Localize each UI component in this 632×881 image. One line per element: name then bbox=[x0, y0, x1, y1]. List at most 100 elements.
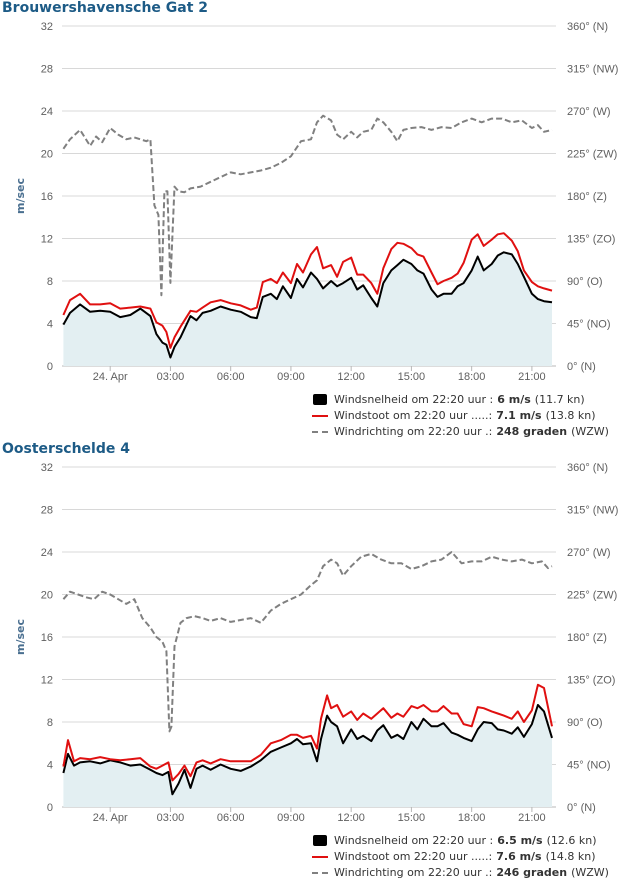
y-tick-label: 24 bbox=[41, 106, 53, 118]
speed-line bbox=[62, 704, 553, 796]
direction-dash-icon bbox=[312, 426, 328, 438]
y2-tick-label: 135° (ZO) bbox=[567, 675, 615, 687]
wind-chart: 0 0° (N) 4 45° (NO) 8 90° (O) 12 135° (ZO) 16 180… bbox=[14, 462, 618, 824]
y2-tick-label: 135° (ZO) bbox=[567, 234, 615, 246]
x-tick-label: 12:00 bbox=[337, 812, 365, 824]
y2-tick-label: 180° (Z) bbox=[567, 632, 607, 644]
speed-area bbox=[63, 705, 553, 807]
legend-item-speed[interactable]: Windsnelheid om 22:20 uur : 6 m/s (11.7 … bbox=[312, 392, 609, 408]
y2-tick-label: 360° (N) bbox=[567, 21, 608, 33]
y2-tick-label: 0° (N) bbox=[567, 361, 596, 373]
legend-extra: (WZW) bbox=[571, 425, 609, 438]
x-tick-label: 03:00 bbox=[157, 812, 185, 824]
legend-label: Windrichting om 22:20 uur .: bbox=[334, 866, 493, 879]
y-tick-label: 16 bbox=[41, 191, 53, 203]
y2-tick-label: 180° (Z) bbox=[567, 191, 607, 203]
y-tick-label: 32 bbox=[41, 462, 53, 474]
y2-tick-label: 45° (NO) bbox=[567, 760, 611, 772]
chart-title: Brouwershavensche Gat 2 bbox=[2, 0, 209, 16]
y2-tick-label: 270° (W) bbox=[567, 106, 611, 118]
direction-line bbox=[62, 551, 553, 733]
x-tick-label: 18:00 bbox=[458, 371, 486, 383]
y-tick-label: 0 bbox=[47, 361, 53, 373]
y-tick-label: 20 bbox=[41, 590, 53, 602]
legend-label: Windsnelheid om 22:20 uur : bbox=[334, 393, 494, 406]
legend-label: Windstoot om 22:20 uur .....: bbox=[334, 850, 493, 863]
y-tick-label: 4 bbox=[47, 760, 53, 772]
y2-tick-label: 315° (NW) bbox=[567, 64, 618, 76]
legend-value: 246 graden bbox=[496, 866, 568, 879]
chart-legend: Windsnelheid om 22:20 uur : 6 m/s (11.7 … bbox=[312, 392, 609, 440]
x-tick-label: 15:00 bbox=[398, 812, 426, 824]
legend-value: 7.1 m/s bbox=[496, 409, 542, 422]
legend-value: 6.5 m/s bbox=[497, 834, 543, 847]
x-tick-label: 21:00 bbox=[518, 812, 546, 824]
x-tick-label: 06:00 bbox=[217, 812, 245, 824]
chart-panel-brouwershavensche-gat: Brouwershavensche Gat 2 0 0° (N) 4 45° (NO)… bbox=[0, 0, 632, 440]
wind-chart: 0 0° (N) 4 45° (NO) 8 90° (O) 12 135° (ZO) 16 180… bbox=[14, 21, 618, 383]
y-tick-label: 28 bbox=[41, 505, 53, 517]
y-tick-label: 4 bbox=[47, 319, 53, 331]
legend-value: 7.6 m/s bbox=[496, 850, 542, 863]
x-tick-label: 18:00 bbox=[458, 812, 486, 824]
speed-area bbox=[63, 252, 553, 366]
y-tick-label: 32 bbox=[41, 21, 53, 33]
chart-title: Oosterschelde 4 bbox=[2, 441, 130, 457]
legend-extra: (12.6 kn) bbox=[546, 834, 597, 847]
x-tick-label: 03:00 bbox=[157, 371, 185, 383]
y2-tick-label: 90° (O) bbox=[567, 717, 603, 729]
legend-extra: (11.7 kn) bbox=[534, 393, 585, 406]
y2-tick-label: 225° (ZW) bbox=[567, 590, 617, 602]
y-axis-label: m/sec bbox=[14, 178, 27, 214]
y2-tick-label: 0° (N) bbox=[567, 802, 596, 814]
x-tick-label: 24. Apr bbox=[93, 812, 128, 824]
legend-item-gust[interactable]: Windstoot om 22:20 uur .....: 7.6 m/s (1… bbox=[312, 849, 609, 865]
legend-label: Windsnelheid om 22:20 uur : bbox=[334, 834, 494, 847]
y-tick-label: 16 bbox=[41, 632, 53, 644]
legend-label: Windrichting om 22:20 uur .: bbox=[334, 425, 493, 438]
y2-tick-label: 360° (N) bbox=[567, 462, 608, 474]
legend-label: Windstoot om 22:20 uur .....: bbox=[334, 409, 493, 422]
x-tick-label: 09:00 bbox=[277, 812, 305, 824]
y-tick-label: 20 bbox=[41, 149, 53, 161]
x-tick-label: 24. Apr bbox=[93, 371, 128, 383]
chart-legend: Windsnelheid om 22:20 uur : 6.5 m/s (12.… bbox=[312, 833, 609, 881]
legend-item-gust[interactable]: Windstoot om 22:20 uur .....: 7.1 m/s (1… bbox=[312, 408, 609, 424]
y-tick-label: 12 bbox=[41, 234, 53, 246]
x-tick-label: 06:00 bbox=[217, 371, 245, 383]
y-tick-label: 0 bbox=[47, 802, 53, 814]
y-axis-label: m/sec bbox=[14, 619, 27, 655]
legend-item-direction[interactable]: Windrichting om 22:20 uur .: 248 graden … bbox=[312, 424, 609, 440]
legend-item-speed[interactable]: Windsnelheid om 22:20 uur : 6.5 m/s (12.… bbox=[312, 833, 609, 849]
legend-value: 248 graden bbox=[496, 425, 568, 438]
y2-tick-label: 315° (NW) bbox=[567, 505, 618, 517]
x-tick-label: 21:00 bbox=[518, 371, 546, 383]
speed-swatch-icon bbox=[312, 394, 328, 406]
speed-swatch-icon bbox=[312, 835, 328, 847]
legend-extra: (14.8 kn) bbox=[545, 850, 596, 863]
gust-line-icon bbox=[312, 851, 328, 863]
y2-tick-label: 270° (W) bbox=[567, 547, 611, 559]
direction-dash-icon bbox=[312, 867, 328, 879]
legend-extra: (13.8 kn) bbox=[545, 409, 596, 422]
y-tick-label: 24 bbox=[41, 547, 53, 559]
y2-tick-label: 90° (O) bbox=[567, 276, 603, 288]
y2-tick-label: 225° (ZW) bbox=[567, 149, 617, 161]
chart-panel-oosterschelde: Oosterschelde 4 0 0° (N) 4 45° (NO) 8 90° (O)… bbox=[0, 441, 632, 881]
y-tick-label: 12 bbox=[41, 675, 53, 687]
legend-value: 6 m/s bbox=[497, 393, 531, 406]
y-tick-label: 8 bbox=[47, 717, 53, 729]
y-tick-label: 28 bbox=[41, 64, 53, 76]
x-tick-label: 09:00 bbox=[277, 371, 305, 383]
x-tick-label: 15:00 bbox=[398, 371, 426, 383]
legend-extra: (WZW) bbox=[571, 866, 609, 879]
direction-line bbox=[62, 114, 553, 297]
x-tick-label: 12:00 bbox=[337, 371, 365, 383]
speed-line bbox=[62, 251, 553, 359]
gust-line bbox=[62, 683, 553, 782]
gust-line-icon bbox=[312, 410, 328, 422]
gust-line bbox=[62, 232, 553, 349]
y2-tick-label: 45° (NO) bbox=[567, 319, 611, 331]
legend-item-direction[interactable]: Windrichting om 22:20 uur .: 246 graden … bbox=[312, 865, 609, 881]
y-tick-label: 8 bbox=[47, 276, 53, 288]
